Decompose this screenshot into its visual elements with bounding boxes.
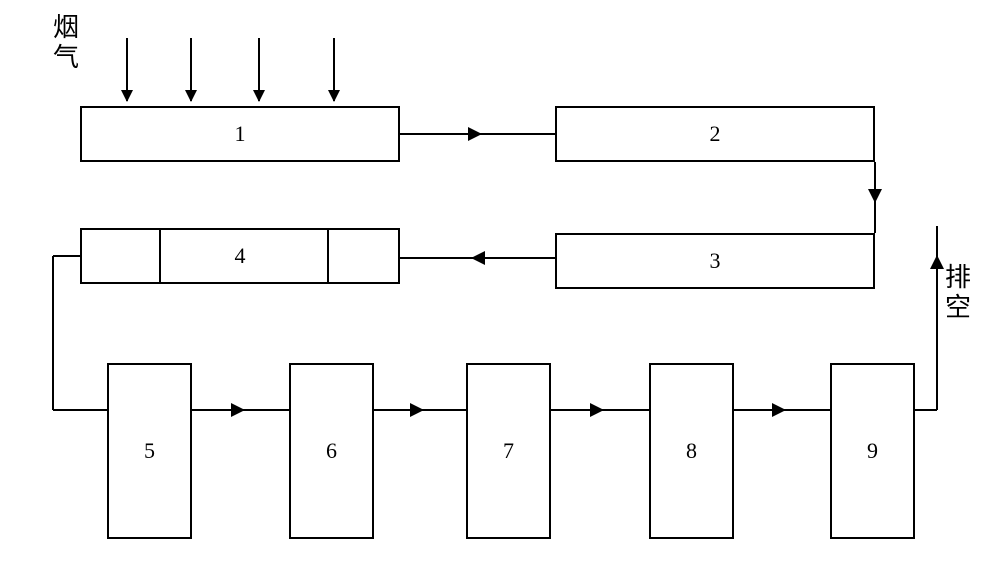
node-4: 4 [80, 228, 400, 284]
node-label: 2 [710, 121, 721, 147]
connector-line [52, 256, 54, 410]
node-label: 1 [235, 121, 246, 147]
node-divider [327, 230, 329, 282]
node-label: 4 [235, 243, 246, 269]
node-label: 6 [326, 438, 337, 464]
node-7: 7 [466, 363, 551, 539]
node-5: 5 [107, 363, 192, 539]
node-label: 5 [144, 438, 155, 464]
input-label: 烟 气 [53, 13, 79, 73]
input-arrow-icon [190, 38, 192, 101]
node-2: 2 [555, 106, 875, 162]
node-9: 9 [830, 363, 915, 539]
output-label-text: 排 空 [945, 263, 971, 322]
input-label-text: 烟 气 [53, 13, 79, 72]
node-divider [159, 230, 161, 282]
node-label: 8 [686, 438, 697, 464]
arrow-head-icon [772, 403, 786, 417]
arrow-head-icon [590, 403, 604, 417]
connector-line [915, 409, 937, 411]
output-label: 排 空 [945, 263, 971, 323]
connector-line [53, 409, 107, 411]
node-8: 8 [649, 363, 734, 539]
arrow-head-icon [471, 251, 485, 265]
arrow-head-icon [930, 255, 944, 269]
arrow-head-icon [410, 403, 424, 417]
arrow-head-icon [468, 127, 482, 141]
arrow-head-icon [231, 403, 245, 417]
input-arrow-icon [258, 38, 260, 101]
input-arrow-icon [126, 38, 128, 101]
connector-line [53, 255, 80, 257]
connector-line [936, 226, 938, 410]
node-6: 6 [289, 363, 374, 539]
node-label: 9 [867, 438, 878, 464]
node-1: 1 [80, 106, 400, 162]
node-label: 7 [503, 438, 514, 464]
input-arrow-icon [333, 38, 335, 101]
node-label: 3 [710, 248, 721, 274]
node-3: 3 [555, 233, 875, 289]
arrow-head-icon [868, 189, 882, 203]
